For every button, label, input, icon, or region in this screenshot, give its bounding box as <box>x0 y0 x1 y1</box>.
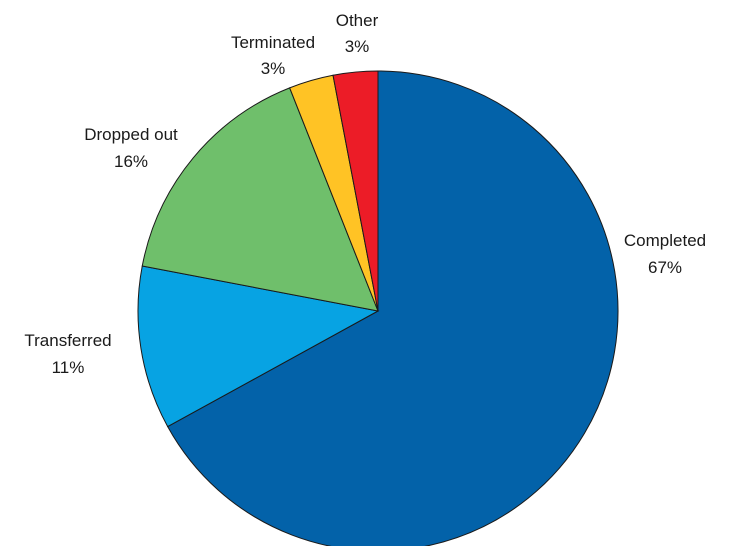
pie-slice-transferred <box>137 265 380 428</box>
pie-slice-dropped-out <box>141 87 379 312</box>
slice-percent-transferred: 11% <box>52 358 85 377</box>
pie-slice-other <box>332 70 379 312</box>
slice-label-dropped-out: Dropped out <box>84 125 178 144</box>
pie-slices <box>137 70 619 551</box>
slice-percent-terminated: 3% <box>261 59 286 78</box>
slice-percent-completed: 67% <box>648 258 682 277</box>
slice-percent-dropped-out: 16% <box>114 152 148 171</box>
slice-label-completed: Completed <box>624 231 706 250</box>
slice-label-terminated: Terminated <box>231 33 315 52</box>
slice-label-transferred: Transferred <box>24 331 111 350</box>
pie-slice-completed <box>167 70 619 551</box>
pie-labels: Completed 67% Transferred 11% Dropped out 16%… <box>24 11 706 377</box>
slice-label-other: Other <box>336 11 379 30</box>
slice-percent-other: 3% <box>345 37 370 56</box>
